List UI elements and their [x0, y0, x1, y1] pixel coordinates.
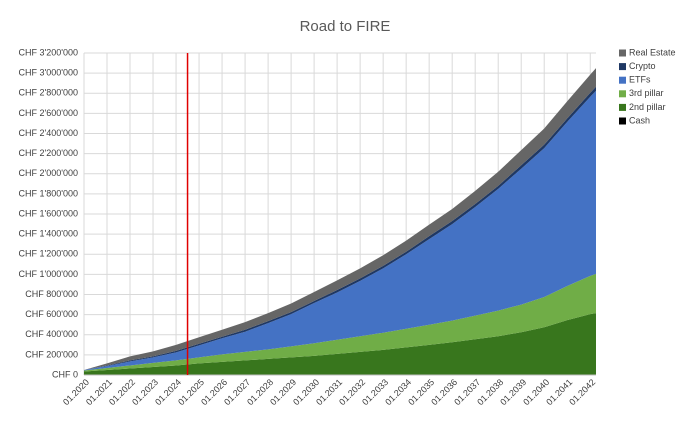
- y-tick-label: CHF 0: [52, 369, 78, 379]
- legend-label: Crypto: [629, 61, 656, 71]
- y-tick-label: CHF 3'000'000: [19, 68, 78, 78]
- legend-label: Cash: [629, 115, 650, 125]
- y-tick-label: CHF 1'800'000: [19, 188, 78, 198]
- legend-swatch: [619, 90, 626, 98]
- y-tick-label: CHF 800'000: [25, 289, 78, 299]
- legend-label: 2nd pillar: [629, 102, 666, 112]
- legend-label: 3rd pillar: [629, 88, 664, 98]
- y-tick-label: CHF 600'000: [25, 309, 78, 319]
- legend-swatch: [619, 49, 626, 57]
- y-tick-label: CHF 200'000: [25, 349, 78, 359]
- y-tick-label: CHF 2'200'000: [19, 148, 78, 158]
- legend-swatch: [619, 103, 626, 111]
- y-tick-label: CHF 1'600'000: [19, 208, 78, 218]
- area: [84, 90, 596, 371]
- y-tick-label: CHF 2'400'000: [19, 128, 78, 138]
- y-tick-label: CHF 1'400'000: [19, 229, 78, 239]
- area: [84, 273, 596, 372]
- legend-swatch: [619, 63, 626, 71]
- y-tick-label: CHF 2'000'000: [19, 168, 78, 178]
- y-tick-label: CHF 1'200'000: [19, 249, 78, 259]
- area: [84, 313, 596, 375]
- y-tick-label: CHF 2'600'000: [19, 108, 78, 118]
- legend-label: ETFs: [629, 75, 651, 85]
- legend-label: Real Estate: [629, 47, 676, 57]
- chart-title: Road to FIRE: [300, 18, 391, 35]
- y-tick-label: CHF 400'000: [25, 329, 78, 339]
- y-tick-label: CHF 2'800'000: [19, 88, 78, 98]
- legend-swatch: [619, 117, 626, 125]
- y-tick-label: CHF 1'000'000: [19, 269, 78, 279]
- legend-swatch: [619, 76, 626, 84]
- y-tick-label: CHF 3'200'000: [19, 47, 78, 57]
